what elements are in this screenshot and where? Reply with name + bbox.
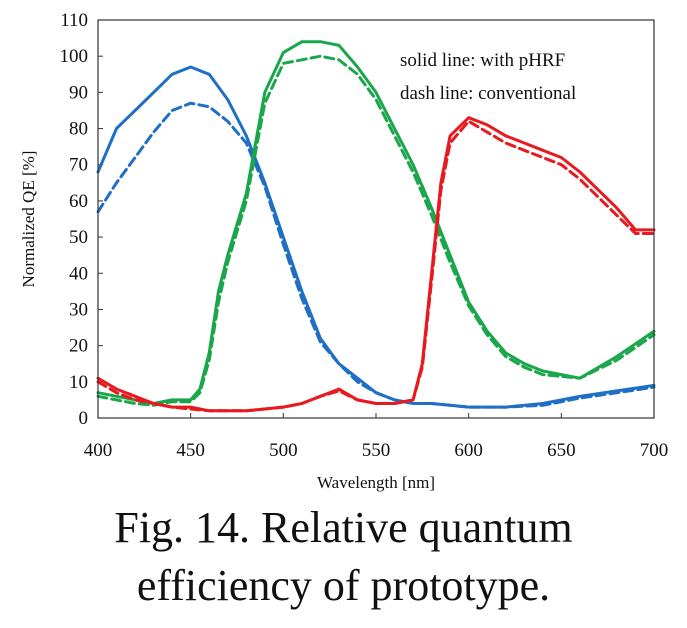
x-axis-ticks: 400 450 500 550 600 650 700	[84, 413, 669, 461]
qe-chart: 0 10 20 30 40 50 60 70 80 90 100 110 400 450 500 550 60…	[19, 10, 669, 492]
x-tick-label: 500	[269, 440, 298, 461]
y-tick-label: 100	[60, 46, 89, 67]
green-dash-series-line	[96, 54, 656, 407]
blue-dash-series-line	[96, 101, 656, 409]
figure-caption-line-2: efficiency of prototype.	[136, 561, 551, 610]
x-tick-label: 650	[547, 440, 576, 461]
y-tick-label: 60	[69, 191, 88, 212]
legend-solid-note: solid line: with pHRF	[400, 50, 565, 71]
blue-solid-series-line	[96, 65, 656, 409]
y-tick-label: 50	[69, 227, 88, 248]
red-solid-series-line	[96, 116, 656, 413]
y-axis-title: Normalized QE [%]	[19, 151, 38, 288]
x-tick-label: 400	[84, 440, 113, 461]
y-tick-label: 0	[79, 408, 89, 429]
plot-frame	[97, 19, 655, 419]
x-tick-label: 600	[454, 440, 483, 461]
figure-caption-line-1: Fig. 14. Relative quantum	[114, 503, 573, 552]
y-tick-label: 20	[69, 336, 88, 357]
x-tick-label: 700	[640, 440, 669, 461]
series-layer	[96, 40, 656, 413]
y-axis-ticks: 0 10 20 30 40 50 60 70 80 90 100 110	[60, 10, 103, 429]
y-tick-label: 90	[69, 82, 88, 103]
red-dash-series-line	[96, 119, 656, 413]
y-tick-label: 10	[69, 372, 88, 393]
green-solid-series-line	[96, 40, 656, 405]
y-tick-label: 80	[69, 119, 88, 140]
x-tick-label: 450	[176, 440, 205, 461]
legend-dash-note: dash line: conventional	[400, 83, 576, 104]
y-tick-label: 40	[69, 263, 88, 284]
x-axis-title: Wavelength [nm]	[317, 473, 435, 492]
x-tick-label: 550	[362, 440, 391, 461]
y-tick-label: 70	[69, 155, 88, 176]
y-tick-label: 110	[60, 10, 88, 31]
y-tick-label: 30	[69, 299, 88, 320]
